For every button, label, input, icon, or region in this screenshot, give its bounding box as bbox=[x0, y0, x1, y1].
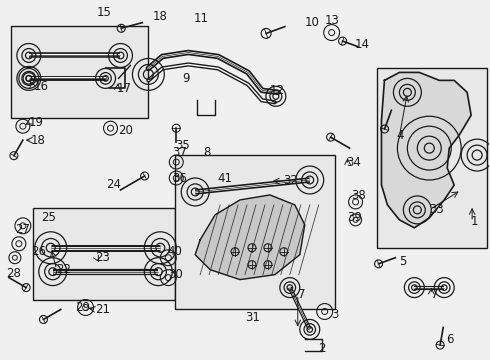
Text: 40: 40 bbox=[167, 245, 182, 258]
Text: 13: 13 bbox=[325, 14, 340, 27]
Text: 39: 39 bbox=[347, 211, 363, 224]
Text: 5: 5 bbox=[399, 255, 407, 268]
Text: 19: 19 bbox=[29, 116, 44, 129]
Text: 20: 20 bbox=[119, 124, 133, 137]
Bar bbox=[175, 155, 335, 310]
Text: 12: 12 bbox=[270, 84, 285, 97]
Text: 28: 28 bbox=[6, 267, 21, 280]
Text: 24: 24 bbox=[106, 179, 122, 192]
Bar bbox=[11, 26, 148, 118]
Text: 21: 21 bbox=[96, 303, 111, 316]
Text: 35: 35 bbox=[175, 139, 190, 152]
Text: 18: 18 bbox=[152, 10, 167, 23]
Text: 1: 1 bbox=[471, 215, 479, 228]
Text: 9: 9 bbox=[182, 72, 190, 85]
Text: 41: 41 bbox=[217, 171, 232, 185]
Text: 6: 6 bbox=[446, 333, 454, 346]
Text: 32: 32 bbox=[283, 174, 298, 186]
Bar bbox=[33, 208, 175, 300]
Text: 26: 26 bbox=[31, 245, 46, 258]
Text: 3: 3 bbox=[332, 308, 339, 321]
Text: 18: 18 bbox=[31, 134, 46, 147]
Text: 4: 4 bbox=[396, 129, 404, 142]
Polygon shape bbox=[382, 72, 471, 228]
Text: 15: 15 bbox=[97, 6, 111, 19]
Polygon shape bbox=[195, 195, 305, 280]
Text: 22: 22 bbox=[56, 263, 71, 276]
Text: 37: 37 bbox=[172, 145, 187, 159]
Text: 27: 27 bbox=[15, 223, 30, 236]
Text: 16: 16 bbox=[34, 80, 49, 93]
Text: 36: 36 bbox=[172, 171, 187, 185]
Bar bbox=[377, 68, 487, 248]
Text: 23: 23 bbox=[96, 251, 110, 264]
Text: 30: 30 bbox=[168, 268, 183, 281]
Text: 7: 7 bbox=[431, 288, 439, 301]
Text: 7: 7 bbox=[298, 288, 305, 301]
Text: 10: 10 bbox=[305, 16, 319, 29]
Text: 31: 31 bbox=[245, 311, 260, 324]
Text: 11: 11 bbox=[193, 12, 208, 25]
Text: 38: 38 bbox=[352, 189, 367, 202]
Text: 2: 2 bbox=[318, 342, 325, 355]
Text: 33: 33 bbox=[429, 203, 444, 216]
Text: 25: 25 bbox=[41, 211, 56, 224]
Text: 34: 34 bbox=[346, 156, 362, 168]
Text: 14: 14 bbox=[355, 38, 369, 51]
Text: 17: 17 bbox=[117, 82, 131, 95]
Text: 8: 8 bbox=[203, 145, 211, 159]
Text: 29: 29 bbox=[74, 301, 90, 314]
